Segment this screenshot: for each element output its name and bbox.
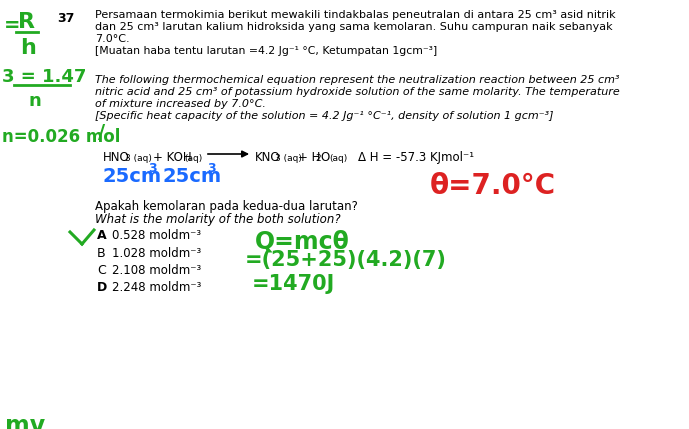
Text: 0.528 moldm⁻³: 0.528 moldm⁻³: [112, 229, 201, 242]
Text: 25cm: 25cm: [162, 167, 221, 186]
Text: [Specific heat capacity of the solution = 4.2 Jg⁻¹ °C⁻¹, density of solution 1 g: [Specific heat capacity of the solution …: [95, 111, 553, 121]
Text: What is the molarity of the both solution?: What is the molarity of the both solutio…: [95, 213, 340, 226]
Text: 2: 2: [315, 154, 320, 163]
Text: 7.0°C.: 7.0°C.: [95, 34, 130, 44]
Text: =(25+25)(4.2)(7): =(25+25)(4.2)(7): [245, 250, 447, 270]
Text: 3: 3: [148, 162, 156, 175]
Text: 3 (aq): 3 (aq): [125, 154, 152, 163]
Text: Apakah kemolaran pada kedua-dua larutan?: Apakah kemolaran pada kedua-dua larutan?: [95, 200, 358, 213]
Text: KNO: KNO: [255, 151, 280, 164]
Text: 3: 3: [207, 162, 216, 175]
Text: + H: + H: [298, 151, 320, 164]
Text: 2.248 moldm⁻³: 2.248 moldm⁻³: [112, 281, 201, 294]
Text: 3 (aq): 3 (aq): [275, 154, 302, 163]
Text: of mixture increased by 7.0°C.: of mixture increased by 7.0°C.: [95, 99, 266, 109]
Text: n: n: [28, 92, 41, 110]
Text: (aq): (aq): [329, 154, 347, 163]
Text: B: B: [97, 247, 105, 260]
Text: 37: 37: [57, 12, 74, 25]
Text: (aq): (aq): [184, 154, 203, 163]
Text: =: =: [4, 16, 21, 35]
Text: dan 25 cm³ larutan kalium hidroksida yang sama kemolaran. Suhu campuran naik seb: dan 25 cm³ larutan kalium hidroksida yan…: [95, 22, 613, 32]
Text: Q=mcθ: Q=mcθ: [255, 229, 350, 253]
Text: + KOH: + KOH: [153, 151, 192, 164]
Text: The following thermochemical equation represent the neutralization reaction betw: The following thermochemical equation re…: [95, 75, 619, 85]
Text: [Muatan haba tentu larutan =4.2 Jg⁻¹ °C, Ketumpatan 1gcm⁻³]: [Muatan haba tentu larutan =4.2 Jg⁻¹ °C,…: [95, 46, 438, 56]
Text: θ=7.0°C: θ=7.0°C: [430, 172, 556, 200]
Text: n=0.026 mol: n=0.026 mol: [2, 128, 121, 146]
Text: mv: mv: [5, 414, 45, 429]
Text: A: A: [97, 229, 107, 242]
Text: /: /: [98, 123, 105, 142]
Text: nitric acid and 25 cm³ of potassium hydroxide solution of the same molarity. The: nitric acid and 25 cm³ of potassium hydr…: [95, 87, 619, 97]
Text: 3 = 1.47: 3 = 1.47: [2, 68, 86, 86]
Text: D: D: [97, 281, 107, 294]
Text: 1.028 moldm⁻³: 1.028 moldm⁻³: [112, 247, 201, 260]
Text: C: C: [97, 264, 105, 277]
Text: 25cm: 25cm: [103, 167, 162, 186]
Text: Δ H = -57.3 KJmol⁻¹: Δ H = -57.3 KJmol⁻¹: [358, 151, 474, 164]
Text: O: O: [320, 151, 329, 164]
Text: =1470J: =1470J: [252, 274, 336, 294]
Text: h: h: [20, 38, 36, 58]
Text: HNO: HNO: [103, 151, 130, 164]
Text: R: R: [18, 12, 35, 32]
Text: Persamaan termokimia berikut mewakili tindakbalas peneutralan di antara 25 cm³ a: Persamaan termokimia berikut mewakili ti…: [95, 10, 616, 20]
Text: 2.108 moldm⁻³: 2.108 moldm⁻³: [112, 264, 201, 277]
